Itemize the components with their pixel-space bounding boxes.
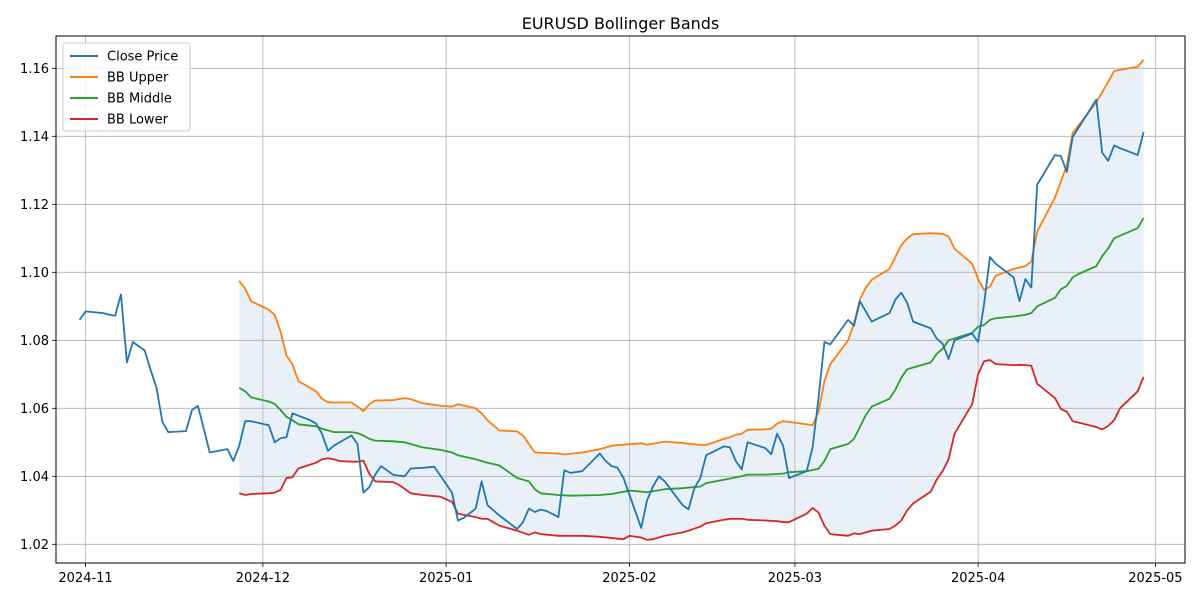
legend-label-bb-lower: BB Lower [107, 113, 169, 128]
y-tick-label: 1.08 [20, 334, 49, 349]
series-line-bb-upper [238, 59, 1145, 456]
x-tick-label: 2025-01 [419, 571, 473, 586]
x-tick-label: 2025-04 [951, 571, 1005, 586]
series-line-bb-lower [238, 359, 1145, 541]
y-tick-label: 1.02 [20, 538, 49, 553]
y-tick-label: 1.16 [20, 62, 49, 77]
legend: Close Price BB Upper BB Middle BB Lower [62, 42, 191, 132]
legend-label-bb-upper: BB Upper [107, 71, 169, 86]
plot-frame [55, 35, 1186, 564]
grid [56, 36, 1185, 563]
legend-box [62, 42, 191, 132]
chart-title: EURUSD Bollinger Bands [522, 14, 720, 33]
y-tick-label: 1.10 [20, 266, 49, 281]
x-tick-label: 2025-03 [768, 571, 822, 586]
series-line-bb-middle [238, 217, 1145, 497]
y-tick-label: 1.06 [20, 402, 49, 417]
legend-label-bb-middle: BB Middle [107, 92, 172, 107]
plot-area [55, 35, 1186, 564]
x-tick-label: 2024-12 [236, 571, 290, 586]
y-axis: 1.02 1.04 1.06 1.08 1.10 1.12 1.14 1.16 [20, 62, 56, 553]
x-tick-label: 2024-11 [58, 571, 112, 586]
y-tick-label: 1.04 [20, 470, 49, 485]
y-tick-label: 1.14 [20, 130, 49, 145]
x-axis: 2024-11 2024-12 2025-01 2025-02 2025-03 2025-… [58, 563, 1183, 586]
x-tick-label: 2025-05 [1128, 571, 1182, 586]
bollinger-band-fill [239, 59, 1144, 540]
series-lines [78, 59, 1145, 541]
x-tick-label: 2025-02 [602, 571, 656, 586]
series-line-close-price [78, 98, 1145, 530]
legend-label-close-price: Close Price [107, 50, 178, 65]
y-tick-label: 1.12 [20, 198, 49, 213]
